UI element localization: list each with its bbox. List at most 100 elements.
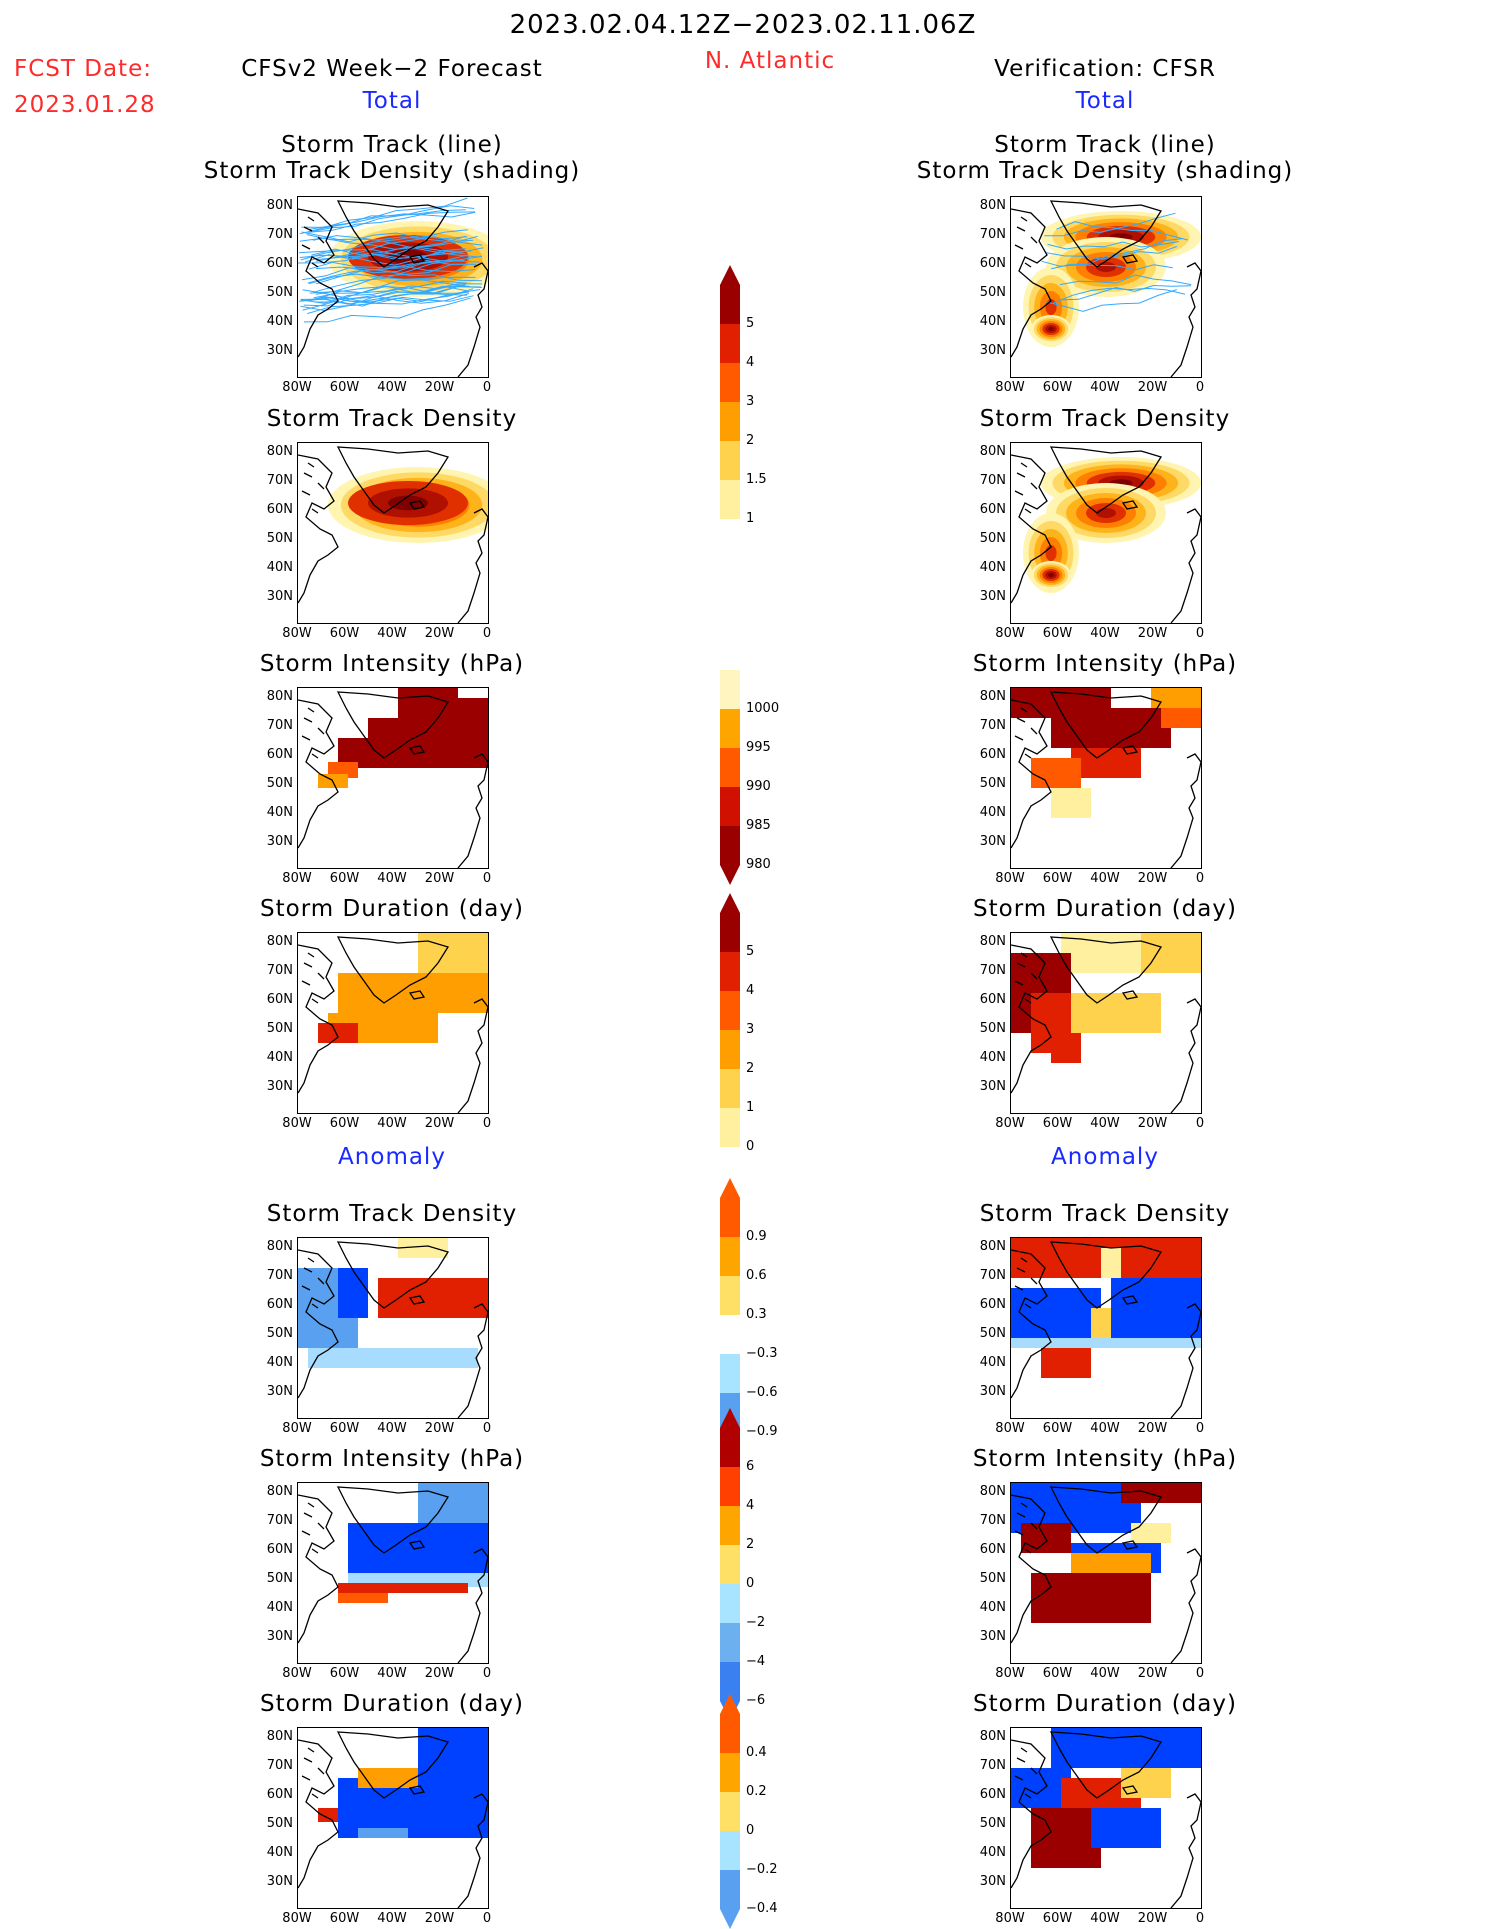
grid-cell — [418, 933, 488, 973]
lat-label: 80N — [979, 689, 1006, 704]
lat-label: 50N — [979, 1326, 1006, 1341]
colorbar-label: 4 — [746, 1498, 755, 1513]
coastline — [1121, 990, 1139, 1000]
lat-label: 70N — [266, 1513, 293, 1528]
grid-cell — [1071, 1553, 1151, 1573]
colorbar-label: 0.3 — [746, 1307, 767, 1322]
lon-label: 60W — [1042, 1666, 1073, 1681]
lon-label: 80W — [995, 1666, 1025, 1681]
coastline — [1014, 216, 1038, 268]
lon-label: 0 — [482, 1911, 492, 1926]
lon-label: 20W — [424, 1421, 455, 1436]
colorbar-label: 995 — [746, 740, 771, 755]
grid-cell — [1141, 933, 1201, 973]
coastline — [408, 254, 426, 264]
coastline — [1011, 1739, 1052, 1889]
lat-label: 70N — [979, 718, 1006, 733]
lat-label: 70N — [979, 1513, 1006, 1528]
colorbar-swatch — [720, 324, 740, 363]
coastline — [457, 508, 488, 623]
colorbar-label: 0 — [746, 1576, 755, 1591]
lon-label: 20W — [1137, 1666, 1168, 1681]
coastline — [408, 1785, 426, 1795]
lat-label: 70N — [266, 1268, 293, 1283]
coastline — [1014, 1502, 1038, 1554]
colorbar-label: 980 — [746, 857, 771, 872]
map-density-forecast — [297, 442, 489, 624]
lat-label: 50N — [979, 776, 1006, 791]
total-right-label: Total — [1075, 88, 1135, 114]
lon-label: 0 — [482, 1421, 492, 1436]
coastline — [1011, 1249, 1052, 1399]
total-left-label: Total — [362, 88, 422, 114]
grid-cell — [1031, 1808, 1101, 1868]
lon-label: 0 — [482, 626, 492, 641]
coastline — [301, 1257, 325, 1309]
lon-label: 80W — [995, 871, 1025, 886]
lon-label: 80W — [282, 380, 312, 395]
coastline — [1170, 508, 1201, 623]
colorbar-swatch — [720, 1198, 740, 1237]
lon-label: 0 — [482, 380, 492, 395]
colorbar-swatch — [720, 1108, 740, 1147]
colorbar-label: −6 — [746, 1693, 766, 1708]
lat-label: 80N — [979, 1729, 1006, 1744]
lon-label: 0 — [482, 871, 492, 886]
coastline — [408, 1295, 426, 1305]
lat-label: 50N — [266, 285, 293, 300]
colorbar-swatch — [720, 670, 740, 709]
storm-track-line — [1050, 238, 1183, 270]
fcst-label: FCST Date: — [14, 56, 152, 82]
colorbar-swatch — [720, 1276, 740, 1315]
lon-label: 0 — [1195, 871, 1205, 886]
coastline — [1170, 262, 1201, 377]
map-aintensity-verification — [1010, 1482, 1202, 1664]
coastline — [336, 936, 450, 1004]
lon-label: 60W — [329, 871, 360, 886]
grid-cell — [1131, 1523, 1171, 1543]
colorbar-swatch — [720, 1506, 740, 1545]
lon-label: 0 — [1195, 626, 1205, 641]
colorbar-arrow — [720, 1178, 740, 1198]
region-label: N. Atlantic — [704, 48, 836, 74]
grid-cell — [1071, 993, 1161, 1033]
coastline — [1049, 1486, 1163, 1554]
map-canvas — [1011, 1728, 1201, 1908]
lat-label: 70N — [266, 1758, 293, 1773]
coastline — [1049, 446, 1163, 514]
panel-title: Storm Duration (day) — [260, 1691, 524, 1717]
coastline — [1049, 200, 1163, 268]
lon-label: 60W — [329, 1421, 360, 1436]
colorbar-label: 5 — [746, 316, 755, 331]
lat-label: 80N — [266, 1729, 293, 1744]
colorbar-label: 1000 — [746, 701, 780, 716]
colorbar-label: 0.2 — [746, 1784, 767, 1799]
lat-label: 40N — [266, 1845, 293, 1860]
lat-label: 60N — [979, 1297, 1006, 1312]
map-track-forecast — [297, 196, 489, 378]
grid-cell — [378, 1278, 488, 1318]
coastline — [301, 216, 325, 268]
lon-label: 40W — [377, 871, 407, 886]
colorbar-label: 1 — [746, 1100, 755, 1115]
lon-label: 60W — [1042, 871, 1073, 886]
lon-label: 40W — [1090, 1116, 1120, 1131]
colorbar-swatch — [720, 748, 740, 787]
colorbar-swatch — [720, 952, 740, 991]
lat-label: 30N — [266, 343, 293, 358]
lon-label: 80W — [282, 1911, 312, 1926]
map-adensity-verification — [1010, 1237, 1202, 1419]
grid-cell — [1051, 788, 1091, 818]
coastline — [408, 990, 426, 1000]
coastline — [301, 1747, 325, 1799]
colorbar-label: 6 — [746, 1459, 755, 1474]
grid-cell — [1121, 1483, 1201, 1503]
lat-label: 70N — [266, 473, 293, 488]
grid-cell — [358, 1828, 408, 1838]
panel-title: Storm Duration (day) — [973, 896, 1237, 922]
lon-label: 60W — [329, 626, 360, 641]
map-duration-forecast — [297, 932, 489, 1114]
lat-label: 60N — [979, 256, 1006, 271]
lat-label: 80N — [266, 1239, 293, 1254]
lat-label: 50N — [266, 1816, 293, 1831]
